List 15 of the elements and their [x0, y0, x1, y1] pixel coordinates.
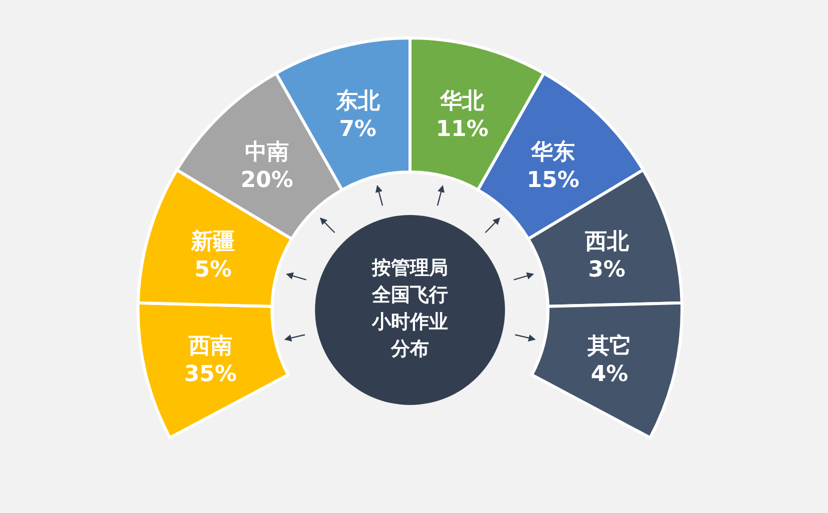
category-label: 西南: [187, 334, 232, 359]
data-label: 35%: [184, 362, 237, 387]
data-label: 20%: [240, 168, 294, 194]
category-label: 华东: [530, 139, 576, 166]
category-label: 西北: [584, 230, 630, 255]
data-label: 5%: [194, 258, 232, 283]
category-label: 中南: [244, 140, 289, 166]
text: 按管理局全国飞行小时作业分布: [371, 257, 448, 360]
data-label: 15%: [526, 168, 580, 194]
slice: 其它 4%: [530, 301, 684, 440]
data-label: 3%: [588, 258, 626, 283]
data-label: 4%: [590, 362, 628, 387]
category-label: 华北: [439, 88, 486, 114]
data-label: 11%: [436, 116, 489, 142]
category-label: 其它: [586, 332, 632, 359]
